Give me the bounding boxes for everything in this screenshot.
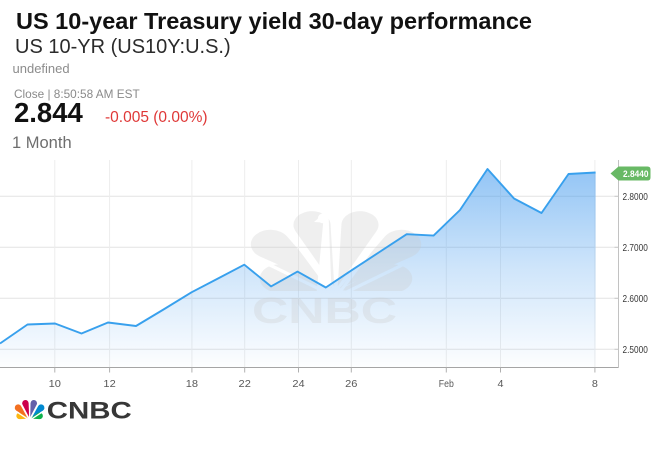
svg-text:2.8440: 2.8440 [623,169,649,179]
svg-text:2.8000: 2.8000 [623,191,648,203]
svg-text:24: 24 [292,378,304,390]
svg-text:22: 22 [239,378,251,390]
svg-text:2.7000: 2.7000 [623,242,648,254]
svg-text:2.5000: 2.5000 [623,344,648,356]
svg-text:18: 18 [186,378,198,390]
svg-text:2.6000: 2.6000 [623,293,648,305]
svg-text:12: 12 [103,378,115,390]
svg-text:8: 8 [592,378,598,390]
svg-text:10: 10 [49,378,61,390]
svg-text:CNBC: CNBC [47,398,132,425]
svg-text:Feb: Feb [439,378,454,390]
svg-text:CNBC: CNBC [252,290,397,331]
svg-text:4: 4 [498,378,504,390]
svg-text:26: 26 [345,378,357,390]
